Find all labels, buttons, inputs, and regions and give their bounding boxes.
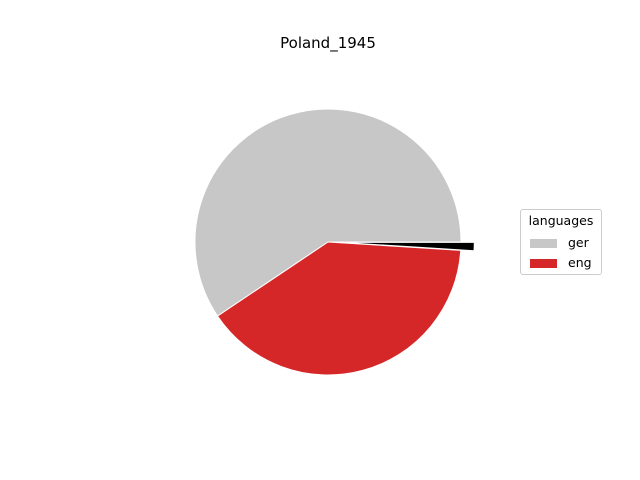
pie-slice-unlabeled	[340, 241, 475, 252]
pie-slice-eng	[217, 241, 462, 376]
legend-label-ger: ger	[568, 235, 589, 250]
legend-swatch-eng	[530, 259, 557, 268]
pie-slice-ger	[194, 108, 462, 317]
legend: languages ger eng	[520, 209, 602, 275]
legend-title: languages	[528, 213, 594, 228]
legend-swatch-ger	[530, 239, 557, 248]
legend-label-eng: eng	[568, 255, 592, 270]
chart-title: Poland_1945	[280, 34, 376, 52]
